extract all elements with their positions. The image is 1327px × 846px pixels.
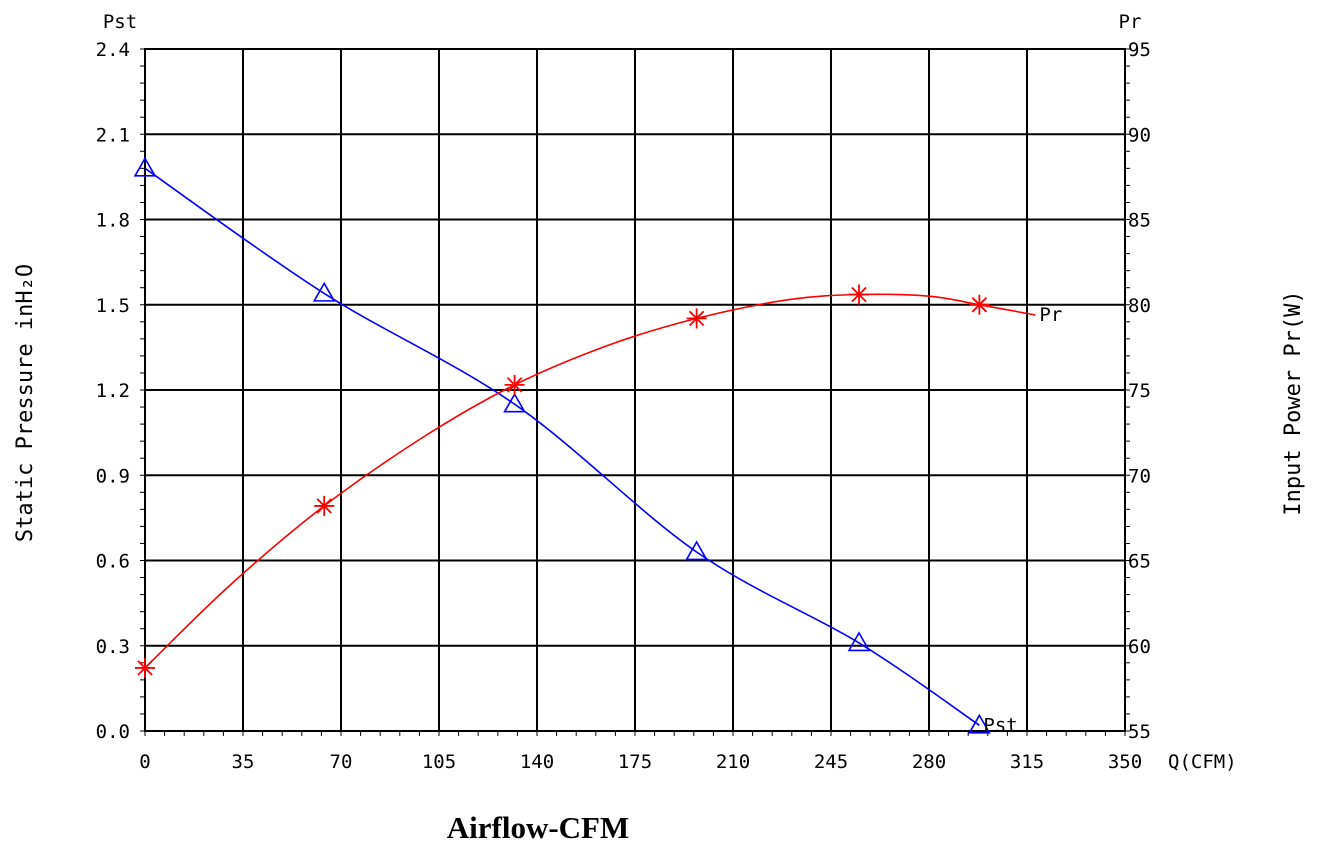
right-tick-label: 90 xyxy=(1128,124,1151,146)
asterisk-marker xyxy=(504,374,525,395)
right-tick-labels: 55 60 65 70 75 80 85 90 95 xyxy=(1128,39,1151,743)
x-tick-labels: 0 35 70 105 140 175 210 245 280 315 350 xyxy=(139,751,1142,773)
asterisk-marker xyxy=(135,657,155,678)
x-tick-label: 210 xyxy=(716,751,750,773)
left-tick-label: 0.9 xyxy=(96,465,130,487)
asterisk-stroke xyxy=(851,286,867,303)
grid-lines xyxy=(145,49,1125,731)
triangle-marker xyxy=(685,540,708,561)
asterisk-marker xyxy=(969,294,990,315)
asterisk-stroke xyxy=(971,297,988,313)
right-tick-label: 85 xyxy=(1128,210,1151,232)
asterisk-stroke xyxy=(506,377,523,393)
triangle-marker xyxy=(503,392,526,413)
left-tick-label: 1.2 xyxy=(96,380,130,402)
triangle-marker xyxy=(133,156,157,177)
x-tick-label: 140 xyxy=(520,751,554,773)
x-axis-unit-label: Q(CFM) xyxy=(1168,751,1237,773)
x-tick-label: 175 xyxy=(618,751,652,773)
triangle-marker xyxy=(968,713,991,734)
asterisk-marker xyxy=(849,284,869,305)
series-label-pr: Pr xyxy=(1039,304,1062,326)
left-tick-label: 1.5 xyxy=(96,295,130,317)
left-tick-label: 2.1 xyxy=(96,124,130,146)
left-tick-labels: 0.0 0.3 0.6 0.9 1.2 1.5 1.8 2.1 2.4 xyxy=(96,39,130,743)
asterisk-marker xyxy=(314,495,335,516)
right-axis-top-label: Pr xyxy=(1119,11,1142,33)
right-tick-label: 95 xyxy=(1128,39,1151,61)
x-tick-label: 280 xyxy=(912,751,946,773)
triangle-marker xyxy=(312,281,336,302)
x-tick-label: 35 xyxy=(232,751,255,773)
x-tick-label: 70 xyxy=(330,751,353,773)
right-tick-label: 65 xyxy=(1128,551,1151,573)
series-pr: Pr xyxy=(135,284,1062,678)
right-axis-title: Input Power Pr(W) xyxy=(1281,290,1306,515)
series-line-pr xyxy=(144,293,1036,669)
left-tick-label: 0.3 xyxy=(96,636,130,658)
x-tick-label: 245 xyxy=(814,751,848,773)
plot-frame xyxy=(144,48,1126,732)
x-axis-title: Airflow-CFM xyxy=(447,810,630,845)
x-tick-label: 105 xyxy=(422,751,456,773)
triangle-marker xyxy=(847,631,871,652)
series-pst: Pst xyxy=(133,156,1018,736)
left-tick-label: 1.8 xyxy=(96,210,130,232)
right-tick-label: 80 xyxy=(1128,295,1151,317)
left-axis-title: Static Pressure inH₂O xyxy=(13,264,38,542)
x-tick-label: 0 xyxy=(139,751,150,773)
asterisk-stroke xyxy=(688,310,705,327)
asterisk-stroke xyxy=(316,498,332,514)
right-tick-label: 60 xyxy=(1128,636,1151,658)
series-label-pst: Pst xyxy=(983,714,1017,736)
asterisk-stroke xyxy=(137,660,153,676)
series-layer: Pst Pr xyxy=(133,156,1062,736)
right-tick-label: 70 xyxy=(1128,465,1151,487)
left-axis-top-label: Pst xyxy=(103,11,137,33)
right-tick-label: 55 xyxy=(1128,721,1151,743)
asterisk-marker xyxy=(686,308,707,329)
right-tick-label: 75 xyxy=(1128,380,1151,402)
left-tick-label: 0.6 xyxy=(96,551,130,573)
left-tick-label: 2.4 xyxy=(96,39,130,61)
series-line-pst xyxy=(144,167,980,726)
x-tick-label: 350 xyxy=(1108,751,1142,773)
x-tick-label: 315 xyxy=(1010,751,1044,773)
left-tick-label: 0.0 xyxy=(96,721,130,743)
